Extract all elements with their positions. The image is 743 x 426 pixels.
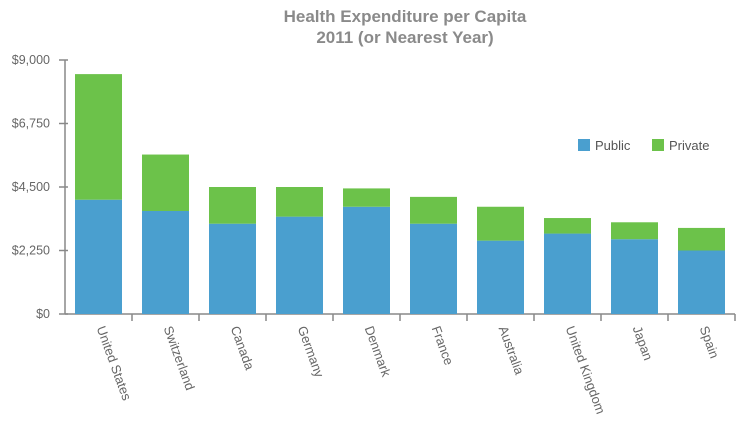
legend-swatch-public	[578, 139, 590, 151]
plot-area: $0 $2,250 $4,500 $6,750 $9,000 United States S…	[12, 53, 736, 416]
bar-public	[276, 216, 323, 314]
x-category-label: Japan	[630, 324, 656, 362]
x-category-label: Switzerland	[161, 324, 198, 392]
bar-private	[142, 154, 189, 211]
bar-public	[209, 223, 256, 314]
bar-private	[611, 222, 658, 240]
y-tick-label: $6,750	[12, 117, 50, 131]
bar-public	[142, 210, 189, 314]
bar-private	[276, 187, 323, 217]
bar-private	[544, 218, 591, 234]
y-tick-label: $2,250	[12, 244, 50, 258]
x-category-label: Australia	[496, 324, 528, 377]
bar-public	[611, 239, 658, 314]
bar-public	[410, 223, 457, 314]
bar-public	[343, 206, 390, 314]
bar-private	[343, 188, 390, 207]
y-tick-label: $9,000	[12, 53, 50, 67]
x-category-label: Germany	[295, 324, 328, 380]
bar-public	[678, 250, 725, 314]
bar-private	[410, 196, 457, 224]
legend-label-public: Public	[595, 138, 631, 153]
x-category-label: Denmark	[362, 324, 394, 379]
chart-title: Health Expenditure per Capita	[284, 7, 527, 26]
bar-private	[678, 227, 725, 251]
chart-subtitle: 2011 (or Nearest Year)	[316, 28, 493, 47]
bar-private	[209, 187, 256, 224]
x-category-label: United States	[94, 324, 135, 403]
bar-private	[477, 206, 524, 241]
bar-public	[544, 233, 591, 314]
legend-swatch-private	[652, 139, 664, 151]
x-category-label: France	[429, 324, 457, 367]
y-tick-label: $0	[36, 307, 50, 321]
x-category-label: Canada	[228, 324, 258, 373]
legend: Public Private	[578, 138, 709, 153]
bar-public	[477, 240, 524, 314]
bar-public	[75, 199, 122, 314]
x-category-label: Spain	[697, 324, 722, 360]
bar-private	[75, 74, 122, 200]
x-category-label: United Kingdom	[563, 324, 609, 416]
y-tick-label: $4,500	[12, 180, 50, 194]
legend-label-private: Private	[669, 138, 709, 153]
